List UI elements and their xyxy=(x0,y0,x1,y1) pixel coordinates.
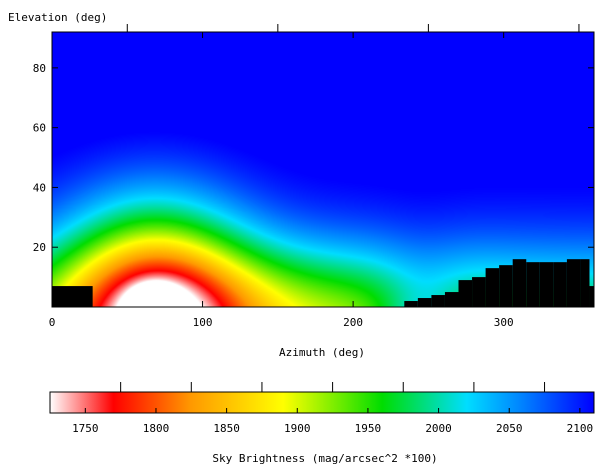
horizon-block xyxy=(499,265,513,307)
colorbar-ticks: 1750 1800 1850 1900 1950 2000 2050 2100 xyxy=(72,382,593,435)
colorbar-tick-label: 1850 xyxy=(213,422,240,435)
horizon-block xyxy=(512,259,527,307)
horizon-mask xyxy=(52,259,594,307)
y-tick-label: 80 xyxy=(33,62,46,75)
heatmap-canvas xyxy=(52,32,594,307)
horizon-block xyxy=(485,268,500,307)
horizon-block xyxy=(589,286,594,307)
y-tick-label: 40 xyxy=(33,181,46,194)
colorbar xyxy=(49,391,595,414)
plot-frame xyxy=(51,31,595,308)
x-tick-label: 200 xyxy=(343,316,363,329)
x-axis-label: Azimuth (deg) xyxy=(279,346,365,359)
x-axis-ticks: 0 100 200 300 xyxy=(49,24,580,329)
y-tick-label: 20 xyxy=(33,241,46,254)
horizon-block xyxy=(553,262,567,307)
horizon-block xyxy=(431,295,445,307)
horizon-block xyxy=(417,298,432,307)
colorbar-tick-label: 1950 xyxy=(355,422,382,435)
horizon-block xyxy=(539,262,554,307)
y-axis-label: Elevation (deg) xyxy=(8,11,107,24)
x-tick-label: 300 xyxy=(494,316,514,329)
horizon-block xyxy=(444,292,459,307)
horizon-block xyxy=(404,301,418,307)
colorbar-tick-label: 1800 xyxy=(143,422,170,435)
horizon-block xyxy=(458,280,473,307)
horizon-block xyxy=(526,262,540,307)
y-axis-ticks: 20 40 60 80 xyxy=(33,62,594,254)
colorbar-tick-label: 2100 xyxy=(567,422,594,435)
horizon-block xyxy=(580,259,590,307)
x-tick-label: 0 xyxy=(49,316,56,329)
horizon-block xyxy=(472,277,486,307)
y-tick-label: 60 xyxy=(33,122,46,135)
colorbar-tick-label: 2050 xyxy=(496,422,523,435)
colorbar-tick-label: 1750 xyxy=(72,422,99,435)
heatmap-area xyxy=(52,32,594,307)
colorbar-tick-label: 1900 xyxy=(284,422,311,435)
colorbar-label: Sky Brightness (mag/arcsec^2 *100) xyxy=(212,452,437,465)
horizon-block xyxy=(566,259,581,307)
colorbar-tick-label: 2000 xyxy=(425,422,452,435)
x-tick-label: 100 xyxy=(193,316,213,329)
horizon-block xyxy=(52,286,93,307)
